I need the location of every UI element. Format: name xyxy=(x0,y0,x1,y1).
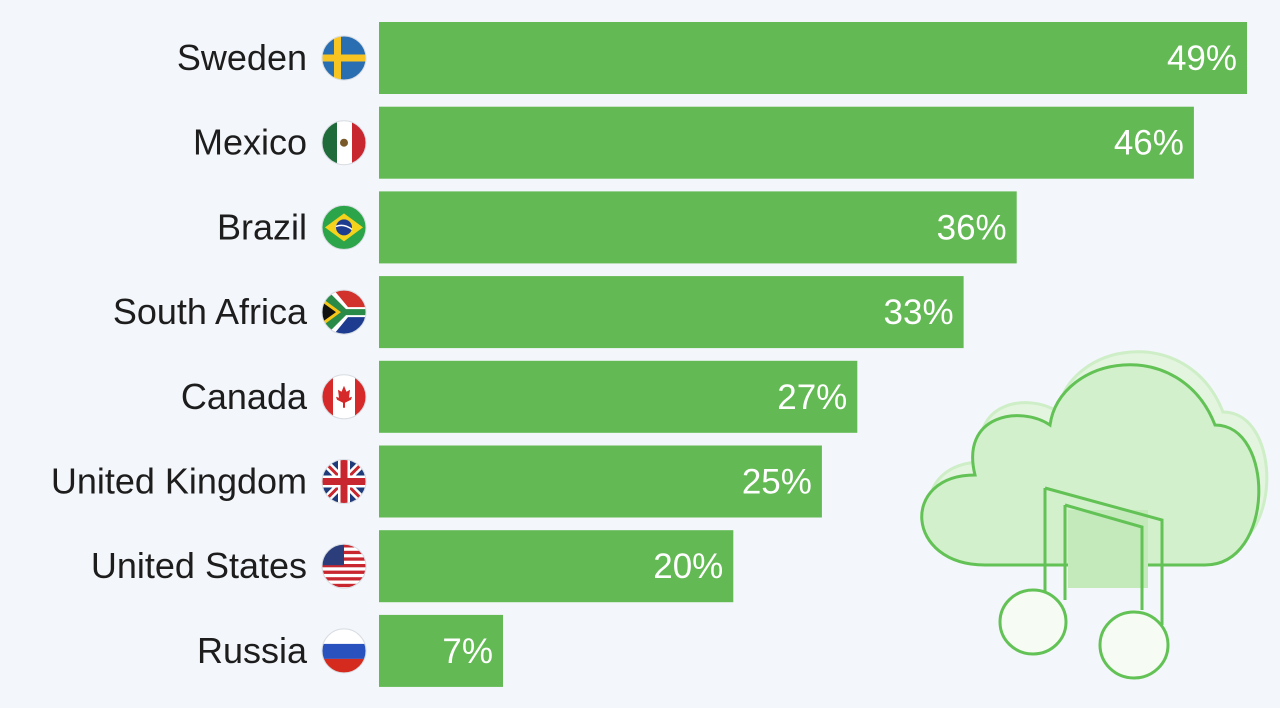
bar-row: Mexico 46% xyxy=(193,106,1194,179)
bar xyxy=(379,530,734,603)
mexico-flag-icon xyxy=(321,120,367,166)
category-label: United Kingdom xyxy=(51,461,307,502)
category-label: Sweden xyxy=(177,37,307,78)
value-label: 33% xyxy=(884,293,954,332)
united-states-flag-icon xyxy=(321,543,367,589)
bar xyxy=(379,191,1017,264)
bar xyxy=(379,276,964,349)
bar xyxy=(379,106,1194,179)
united-kingdom-flag-icon xyxy=(321,459,367,504)
value-label: 27% xyxy=(777,378,847,417)
bar xyxy=(379,22,1247,94)
south-africa-flag-icon xyxy=(321,289,367,335)
category-label: Canada xyxy=(181,376,308,417)
brazil-flag-icon xyxy=(321,204,367,250)
canada-flag-icon xyxy=(321,374,367,420)
bar-row: South Africa 33% xyxy=(113,276,964,349)
bar-row: Russia 7% xyxy=(197,614,503,687)
russia-flag-icon xyxy=(321,628,367,674)
bar-row: Canada 27% xyxy=(181,360,858,433)
category-label: South Africa xyxy=(113,291,308,332)
bar-row: United Kingdom 25% xyxy=(51,445,822,518)
music-cloud-icon xyxy=(920,350,1269,680)
value-label: 36% xyxy=(937,208,1007,247)
bar-row: United States 20% xyxy=(91,530,734,603)
bar xyxy=(379,614,503,687)
bars-layer: Sweden 49% Mexico 46% Brazil 36% South Africa 3… xyxy=(51,22,1247,687)
value-label: 20% xyxy=(653,547,723,586)
bar-row: Brazil 36% xyxy=(217,191,1017,264)
value-label: 46% xyxy=(1114,124,1184,163)
bar xyxy=(379,360,858,433)
bar-row: Sweden 49% xyxy=(177,22,1247,94)
category-label: United States xyxy=(91,545,307,586)
category-label: Mexico xyxy=(193,122,307,163)
value-label: 25% xyxy=(742,463,812,502)
sweden-flag-icon xyxy=(321,35,367,81)
value-label: 7% xyxy=(442,632,493,671)
bar xyxy=(379,445,822,518)
category-label: Brazil xyxy=(217,206,307,247)
category-label: Russia xyxy=(197,630,308,671)
value-label: 49% xyxy=(1167,39,1237,78)
